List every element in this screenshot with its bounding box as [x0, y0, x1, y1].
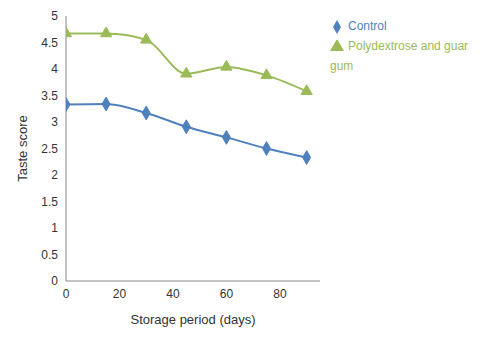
svg-text:1: 1: [51, 221, 58, 235]
svg-text:0: 0: [51, 274, 58, 288]
svg-text:4.5: 4.5: [41, 36, 58, 50]
svg-text:1.5: 1.5: [41, 195, 58, 209]
svg-text:3: 3: [51, 115, 58, 129]
svg-text:2: 2: [51, 168, 58, 182]
svg-text:40: 40: [166, 287, 180, 301]
svg-text:2.5: 2.5: [41, 142, 58, 156]
html-text:Polydextrose and guar gum: Polydextrose and guar gum: [330, 39, 469, 73]
svg-text:0: 0: [63, 287, 70, 301]
svg-text:5: 5: [51, 9, 58, 23]
svg-text:60: 60: [220, 287, 234, 301]
svg-text:Storage period (days): Storage period (days): [130, 312, 255, 327]
svg-text:80: 80: [273, 287, 287, 301]
html-text:Control: Control: [348, 19, 387, 33]
svg-text:20: 20: [113, 287, 127, 301]
svg-text:Taste score: Taste score: [15, 115, 30, 181]
svg-text:3.5: 3.5: [41, 89, 58, 103]
svg-text:4: 4: [51, 62, 58, 76]
svg-text:0.5: 0.5: [41, 248, 58, 262]
